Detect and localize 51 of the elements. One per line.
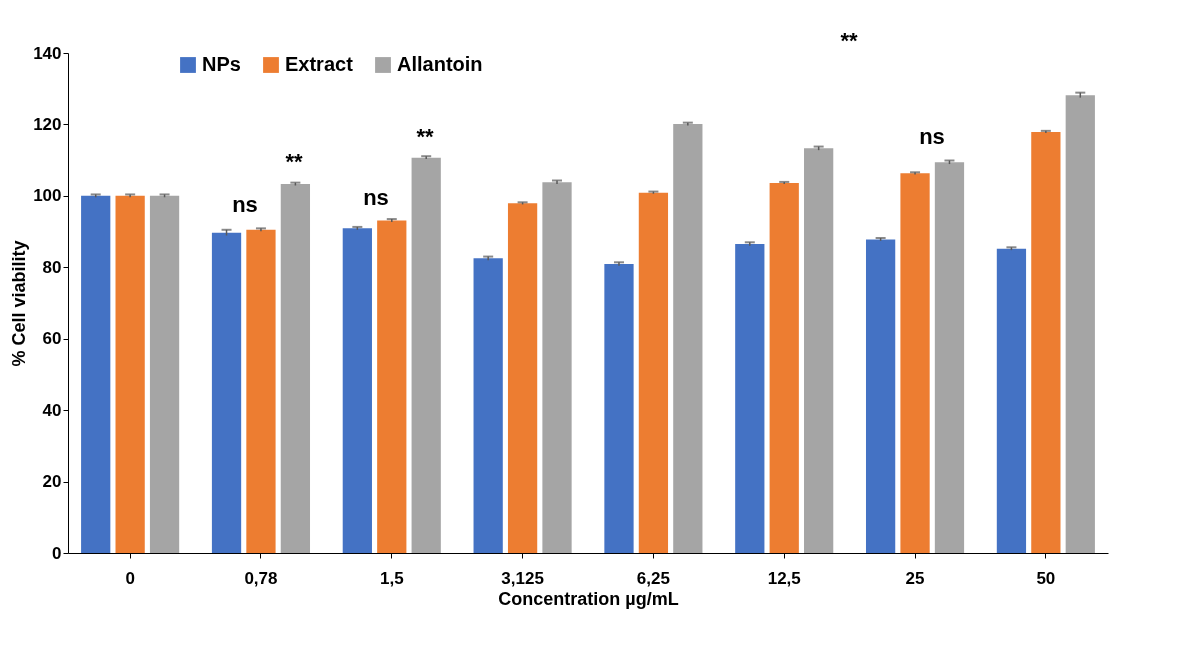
y-tick-label: 40 bbox=[42, 400, 62, 420]
annotation: ** bbox=[285, 149, 303, 174]
x-tick-label: 0,78 bbox=[244, 568, 278, 588]
bar bbox=[673, 124, 703, 553]
bar bbox=[115, 195, 145, 553]
bar bbox=[900, 173, 930, 553]
x-tick-label: 0 bbox=[125, 568, 135, 588]
bar bbox=[1031, 131, 1061, 553]
bar bbox=[377, 220, 407, 553]
bar bbox=[81, 195, 111, 553]
bar bbox=[604, 264, 634, 553]
bar bbox=[865, 239, 896, 553]
bar bbox=[342, 228, 372, 553]
bar bbox=[934, 162, 965, 553]
legend-label: Extract bbox=[285, 53, 354, 75]
bar bbox=[280, 184, 311, 553]
y-tick-label: 80 bbox=[42, 257, 62, 277]
y-tick-label: 0 bbox=[52, 543, 62, 563]
x-tick-label: 6,25 bbox=[636, 568, 670, 588]
y-tick-label: 100 bbox=[33, 186, 62, 206]
bar bbox=[507, 203, 538, 553]
bar bbox=[804, 148, 834, 553]
bar bbox=[735, 244, 765, 553]
legend-label: Allantoin bbox=[397, 53, 483, 75]
x-tick-label: 1,5 bbox=[379, 568, 404, 588]
y-tick-label: 140 bbox=[33, 43, 62, 63]
bar bbox=[246, 229, 276, 553]
bar bbox=[473, 258, 503, 553]
bar bbox=[769, 183, 799, 553]
bar bbox=[411, 157, 441, 553]
text: ** bbox=[840, 28, 858, 53]
bar bbox=[149, 195, 180, 553]
annotation: ns bbox=[232, 192, 258, 217]
bar bbox=[996, 248, 1027, 553]
y-axis-title: % Cell viability bbox=[9, 240, 30, 367]
annotation: ns bbox=[363, 185, 389, 210]
y-tick-label: 120 bbox=[33, 114, 62, 134]
y-tick-label: 20 bbox=[42, 472, 62, 492]
x-tick-label: 12,5 bbox=[767, 568, 801, 588]
bar bbox=[1065, 95, 1095, 553]
annotation: ** bbox=[416, 124, 434, 149]
bar bbox=[211, 232, 242, 553]
legend-label: NPs bbox=[202, 53, 241, 75]
x-tick-label: 3,125 bbox=[501, 568, 544, 588]
x-tick-label: 50 bbox=[1036, 568, 1056, 588]
x-tick-label: 25 bbox=[905, 568, 925, 588]
annotation: ns bbox=[919, 124, 945, 149]
bar bbox=[638, 192, 669, 553]
x-axis-title: Concentration µg/mL bbox=[498, 588, 679, 609]
bar bbox=[542, 182, 572, 553]
y-tick-label: 60 bbox=[42, 329, 62, 349]
